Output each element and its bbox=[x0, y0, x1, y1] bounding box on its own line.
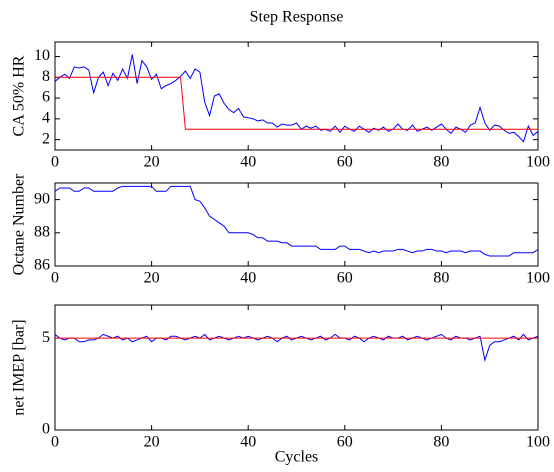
y-tick-label: 88 bbox=[34, 223, 50, 240]
axes-box bbox=[54, 304, 539, 431]
x-tick-label: 100 bbox=[526, 270, 550, 287]
x-tick-label: 40 bbox=[240, 434, 256, 451]
y-tick-label: 5 bbox=[42, 329, 50, 346]
x-tick-label: 60 bbox=[337, 270, 353, 287]
x-tick-label: 20 bbox=[144, 434, 160, 451]
data-line bbox=[54, 54, 539, 143]
x-tick-label: 0 bbox=[51, 434, 59, 451]
y-tick-label: 2 bbox=[42, 130, 50, 147]
y-axis-label: CA 50% HR bbox=[11, 55, 28, 136]
y-tick-label: 10 bbox=[34, 47, 50, 64]
y-tick-label: 0 bbox=[42, 421, 50, 438]
x-tick-label: 60 bbox=[337, 154, 353, 171]
x-axis-label: Cycles bbox=[275, 449, 319, 466]
data-line bbox=[54, 185, 539, 257]
y-tick-label: 86 bbox=[34, 257, 50, 274]
x-tick-label: 0 bbox=[51, 270, 59, 287]
x-tick-label: 100 bbox=[526, 154, 550, 171]
x-tick-label: 40 bbox=[240, 154, 256, 171]
axes-box bbox=[54, 182, 539, 267]
y-tick-label: 4 bbox=[42, 110, 50, 127]
data-line bbox=[55, 76, 538, 130]
y-tick-label: 8 bbox=[42, 68, 50, 85]
x-tick-label: 0 bbox=[51, 154, 59, 171]
x-tick-label: 80 bbox=[433, 154, 449, 171]
y-tick-label: 6 bbox=[42, 89, 50, 106]
y-tick-label: 90 bbox=[34, 190, 50, 207]
chart-title: Step Response bbox=[250, 9, 344, 26]
y-axis-label: net IMEP [bar] bbox=[11, 319, 28, 415]
x-tick-label: 100 bbox=[526, 434, 550, 451]
x-tick-label: 20 bbox=[144, 154, 160, 171]
x-tick-label: 80 bbox=[433, 434, 449, 451]
x-tick-label: 60 bbox=[337, 434, 353, 451]
x-tick-label: 20 bbox=[144, 270, 160, 287]
axes-box bbox=[54, 41, 539, 151]
y-axis-label: Octane Number bbox=[11, 173, 28, 275]
x-tick-label: 80 bbox=[433, 270, 449, 287]
x-tick-label: 40 bbox=[240, 270, 256, 287]
